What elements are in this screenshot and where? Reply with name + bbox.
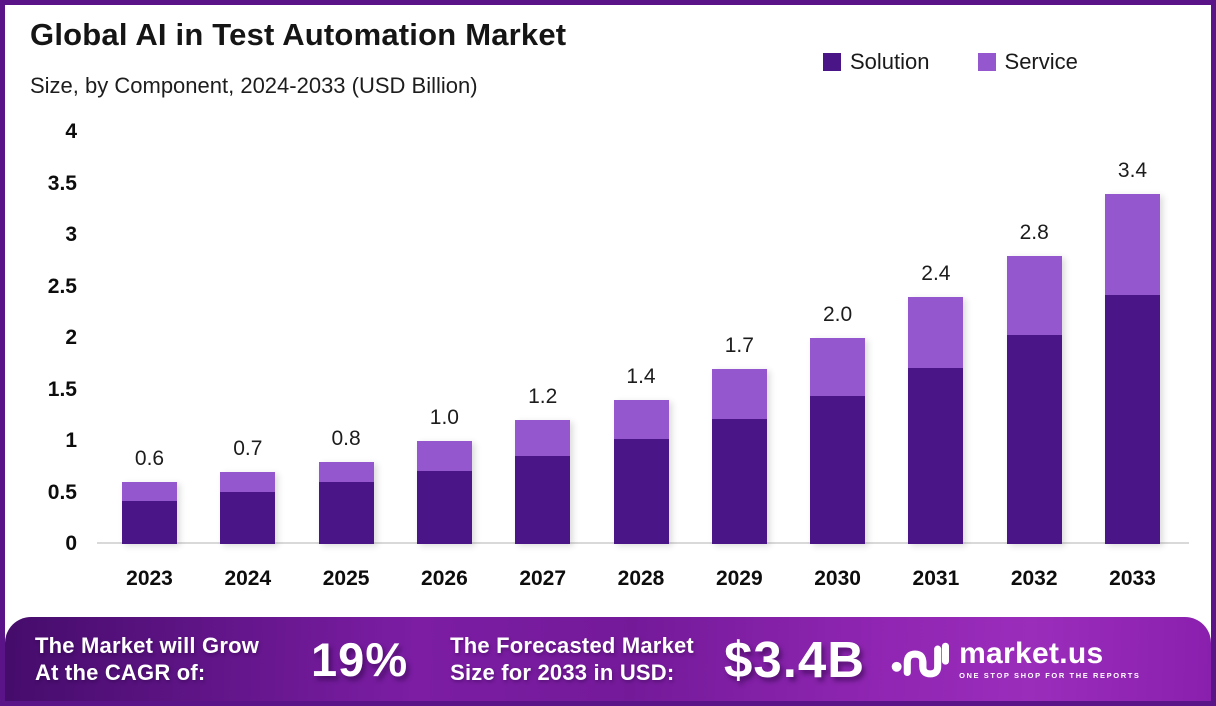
x-axis-year-label: 2024: [224, 567, 272, 590]
x-axis-year-label: 2027: [519, 567, 567, 590]
y-axis-tick-label: 1: [65, 429, 77, 452]
bar-2026: [416, 441, 472, 544]
x-axis-year-label: 2032: [1010, 567, 1058, 590]
x-axis-year-label: 2033: [1109, 567, 1156, 590]
bar-segment-service: [613, 399, 669, 439]
legend-label-solution: Solution: [850, 49, 930, 74]
bar-segment-solution: [810, 395, 866, 544]
cagr-value: 19%: [311, 632, 409, 686]
y-axis-tick-label: 4: [65, 120, 77, 143]
bar-2025: [318, 461, 374, 544]
marketus-logo: market.us ONE STOP SHOP FOR THE REPORTS: [891, 637, 1140, 681]
legend: Solution Service: [823, 49, 1078, 75]
bar-segment-solution: [711, 419, 767, 544]
bar-2032: [1006, 255, 1062, 544]
bar-total-label: 0.8: [331, 426, 361, 450]
forecast-label: The Forecasted Market Size for 2033 in U…: [450, 632, 694, 686]
y-axis-tick-label: 2: [65, 326, 77, 349]
cagr-label: The Market will Grow At the CAGR of:: [35, 632, 259, 686]
bar-segment-service: [1006, 255, 1062, 335]
bar-total-label: 2.4: [921, 261, 951, 285]
x-axis-year-label: 2028: [617, 567, 665, 590]
bar-total-label: 1.2: [528, 385, 558, 409]
x-axis-year-label: 2026: [421, 567, 468, 590]
bar-segment-solution: [515, 456, 571, 544]
solution-swatch-icon: [823, 53, 841, 71]
bar-total-label: 2.8: [1019, 220, 1049, 244]
bottom-banner: The Market will Grow At the CAGR of: 19%…: [5, 617, 1211, 701]
y-axis-tick-label: 3.5: [47, 171, 77, 195]
legend-label-service: Service: [1004, 49, 1078, 74]
bar-total-label: 1.7: [724, 333, 754, 357]
bar-segment-solution: [1006, 334, 1062, 544]
bar-total-label: 1.4: [626, 364, 656, 388]
bar-total-label: 2.0: [822, 303, 853, 326]
marketus-logo-textblock: market.us ONE STOP SHOP FOR THE REPORTS: [959, 636, 1141, 680]
bar-segment-service: [220, 471, 276, 493]
marketus-logo-icon: [891, 642, 950, 678]
bar-segment-solution: [908, 367, 964, 544]
bar-segment-solution: [613, 438, 669, 544]
y-axis-tick-label: 0: [65, 532, 77, 555]
service-swatch-icon: [977, 53, 996, 71]
cagr-label-line2: At the CAGR of:: [35, 660, 206, 685]
bar-segment-service: [515, 420, 571, 457]
cagr-label-line1: The Market will Grow: [35, 633, 260, 658]
bar-2029: [711, 368, 767, 544]
bar-segment-service: [810, 338, 866, 396]
bar-segment-solution: [220, 492, 276, 544]
y-axis-tick-label: 0.5: [47, 480, 77, 504]
y-axis-tick-label: 1.5: [47, 377, 77, 401]
bar-segment-solution: [1105, 294, 1160, 544]
bar-segment-service: [1105, 193, 1160, 295]
legend-item-service: Service: [977, 49, 1078, 75]
forecast-label-line1: The Forecasted Market: [450, 633, 694, 658]
plot-area: 0 0.5 1 1.5 2 2.5 3 3.5 4 0.6 2023 0.7 2024 0.8 2025 1.…: [5, 108, 1211, 613]
marketus-logo-text: market.us: [959, 636, 1104, 670]
y-axis-tick-label: 3: [65, 223, 77, 246]
page-subtitle: Size, by Component, 2024-2033 (USD Billi…: [30, 73, 478, 98]
bar-segment-service: [318, 461, 374, 483]
bar-total-label: 0.6: [134, 447, 165, 471]
bar-segment-solution: [416, 470, 472, 544]
bar-segment-solution: [122, 500, 177, 544]
y-axis-tick-label: 2.5: [47, 274, 77, 298]
marketus-logo-tagline: ONE STOP SHOP FOR THE REPORTS: [959, 670, 1141, 680]
bar-total-label: 1.0: [429, 406, 459, 429]
bar-total-label: 3.4: [1117, 158, 1148, 182]
bar-2033: [1105, 193, 1160, 544]
forecast-value: $3.4B: [723, 630, 866, 688]
bar-segment-solution: [318, 482, 374, 544]
bar-2023: [122, 482, 177, 544]
bar-2027: [515, 420, 571, 544]
x-axis-year-label: 2025: [322, 567, 370, 590]
forecast-label-line2: Size for 2033 in USD:: [450, 660, 675, 685]
bar-2031: [908, 296, 964, 544]
bar-segment-service: [416, 441, 472, 471]
bar-segment-service: [711, 368, 767, 420]
bar-segment-service: [122, 482, 177, 501]
bar-2030: [810, 338, 866, 544]
legend-item-solution: Solution: [823, 49, 930, 75]
bar-total-label: 0.7: [233, 436, 263, 460]
bar-segment-service: [908, 296, 964, 368]
bar-2024: [220, 471, 276, 544]
x-axis-year-label: 2023: [126, 567, 173, 590]
x-axis-year-label: 2029: [715, 567, 763, 590]
page-title: Global AI in Test Automation Market: [30, 17, 567, 52]
bar-2028: [613, 399, 669, 544]
x-axis-year-label: 2030: [814, 567, 861, 590]
x-axis-year-label: 2031: [912, 567, 960, 590]
